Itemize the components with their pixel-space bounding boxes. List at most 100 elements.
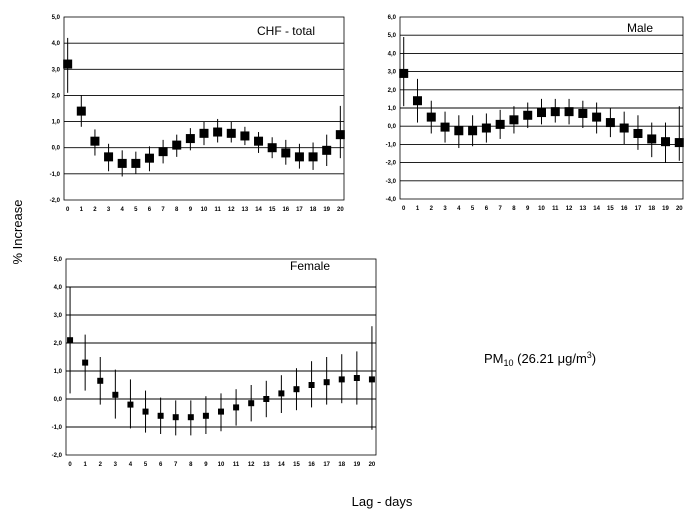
x-tick-label: 19	[662, 206, 669, 212]
x-tick-label: 17	[635, 206, 642, 212]
data-point	[233, 404, 240, 411]
data-point	[605, 118, 615, 128]
data-point	[131, 158, 141, 168]
data-point	[254, 136, 264, 146]
panel-title: CHF - total	[257, 24, 315, 38]
data-point	[117, 158, 127, 168]
x-axis-label: Lag - days	[352, 494, 413, 509]
x-tick-label: 5	[471, 206, 475, 212]
x-tick-label: 13	[242, 207, 249, 213]
data-point	[323, 379, 330, 386]
data-point	[353, 375, 360, 381]
data-point	[509, 115, 519, 125]
x-tick-label: 3	[114, 462, 118, 468]
y-tick-label: 4,0	[52, 41, 61, 47]
y-tick-label: 3,0	[52, 67, 61, 73]
data-point	[218, 408, 224, 415]
x-tick-label: 8	[189, 462, 193, 468]
x-tick-label: 15	[607, 206, 614, 212]
data-point	[157, 412, 164, 419]
data-point	[523, 110, 533, 120]
data-point	[199, 128, 209, 138]
x-tick-label: 3	[107, 207, 111, 213]
data-point	[495, 119, 505, 129]
x-tick-label: 16	[621, 206, 628, 212]
x-tick-label: 2	[430, 206, 434, 212]
data-point	[67, 337, 74, 344]
x-tick-label: 10	[201, 207, 208, 213]
panel-2: -2,0-1,00,01,02,03,04,05,00 1 2 3 4 5 6 7 8 9 10 11…	[52, 257, 377, 468]
data-point	[592, 112, 602, 122]
data-point	[90, 136, 100, 146]
data-point	[674, 138, 684, 148]
x-tick-label: 7	[498, 206, 502, 212]
x-tick-label: 19	[354, 462, 361, 468]
x-tick-label: 12	[248, 462, 255, 468]
x-tick-label: 0	[66, 207, 70, 213]
x-tick-label: 15	[269, 207, 276, 213]
data-point	[172, 414, 179, 421]
x-tick-label: 11	[233, 462, 240, 468]
data-point	[172, 140, 182, 150]
y-tick-label: -2,0	[52, 453, 63, 459]
y-tick-label: 2,0	[388, 88, 397, 94]
x-tick-label: 9	[526, 206, 530, 212]
data-point	[481, 123, 491, 133]
data-point	[185, 134, 195, 144]
x-tick-label: 20	[369, 462, 376, 468]
data-point	[426, 112, 436, 122]
panels: -2,0-1,00,01,02,03,04,05,00 1 2 3 4 5 6 7 8 9 10 11…	[50, 15, 684, 468]
x-tick-label: 3	[443, 206, 447, 212]
x-tick-label: 1	[80, 207, 84, 213]
x-tick-label: 9	[189, 207, 193, 213]
y-tick-label: 6,0	[388, 15, 397, 21]
x-tick-label: 7	[161, 207, 165, 213]
x-tick-label: 13	[579, 206, 586, 212]
x-tick-label: 4	[121, 207, 125, 213]
data-point	[335, 130, 345, 140]
y-tick-label: 5,0	[54, 257, 63, 263]
x-tick-label: 14	[278, 462, 285, 468]
x-tick-label: 4	[129, 462, 133, 468]
pm-close: )	[592, 351, 596, 366]
x-tick-label: 18	[310, 207, 317, 213]
data-point	[158, 147, 168, 157]
data-point	[187, 414, 194, 421]
pm-superscript: 3	[587, 350, 592, 360]
data-point	[82, 359, 89, 366]
y-tick-label: -3,0	[386, 179, 397, 185]
x-tick-label: 6	[159, 462, 163, 468]
data-point	[104, 152, 114, 162]
x-tick-label: 11	[214, 207, 221, 213]
x-tick-label: 10	[538, 206, 545, 212]
data-point	[338, 376, 345, 383]
x-tick-label: 19	[323, 207, 330, 213]
data-point	[368, 376, 375, 383]
x-tick-label: 1	[83, 462, 87, 468]
data-point	[240, 131, 250, 141]
data-point	[112, 391, 119, 398]
x-tick-label: 18	[648, 206, 655, 212]
y-tick-label: 4,0	[388, 51, 397, 57]
data-point	[454, 126, 464, 136]
y-tick-label: 2,0	[52, 93, 61, 99]
data-point	[633, 128, 643, 138]
data-point	[213, 127, 223, 137]
pm-value: (26.21	[514, 351, 558, 366]
y-tick-label: 5,0	[52, 15, 61, 21]
data-point	[226, 128, 236, 138]
y-tick-label: -1,0	[386, 142, 397, 148]
y-tick-label: 1,0	[52, 120, 61, 126]
x-tick-label: 4	[457, 206, 461, 212]
x-tick-label: 16	[282, 207, 289, 213]
data-point	[144, 153, 154, 163]
data-point	[661, 137, 671, 147]
x-tick-label: 18	[338, 462, 345, 468]
data-point	[97, 377, 104, 384]
data-point	[564, 107, 574, 117]
y-tick-label: -1,0	[52, 425, 63, 431]
data-point	[263, 396, 270, 402]
data-point	[399, 68, 409, 78]
data-point	[142, 408, 149, 415]
